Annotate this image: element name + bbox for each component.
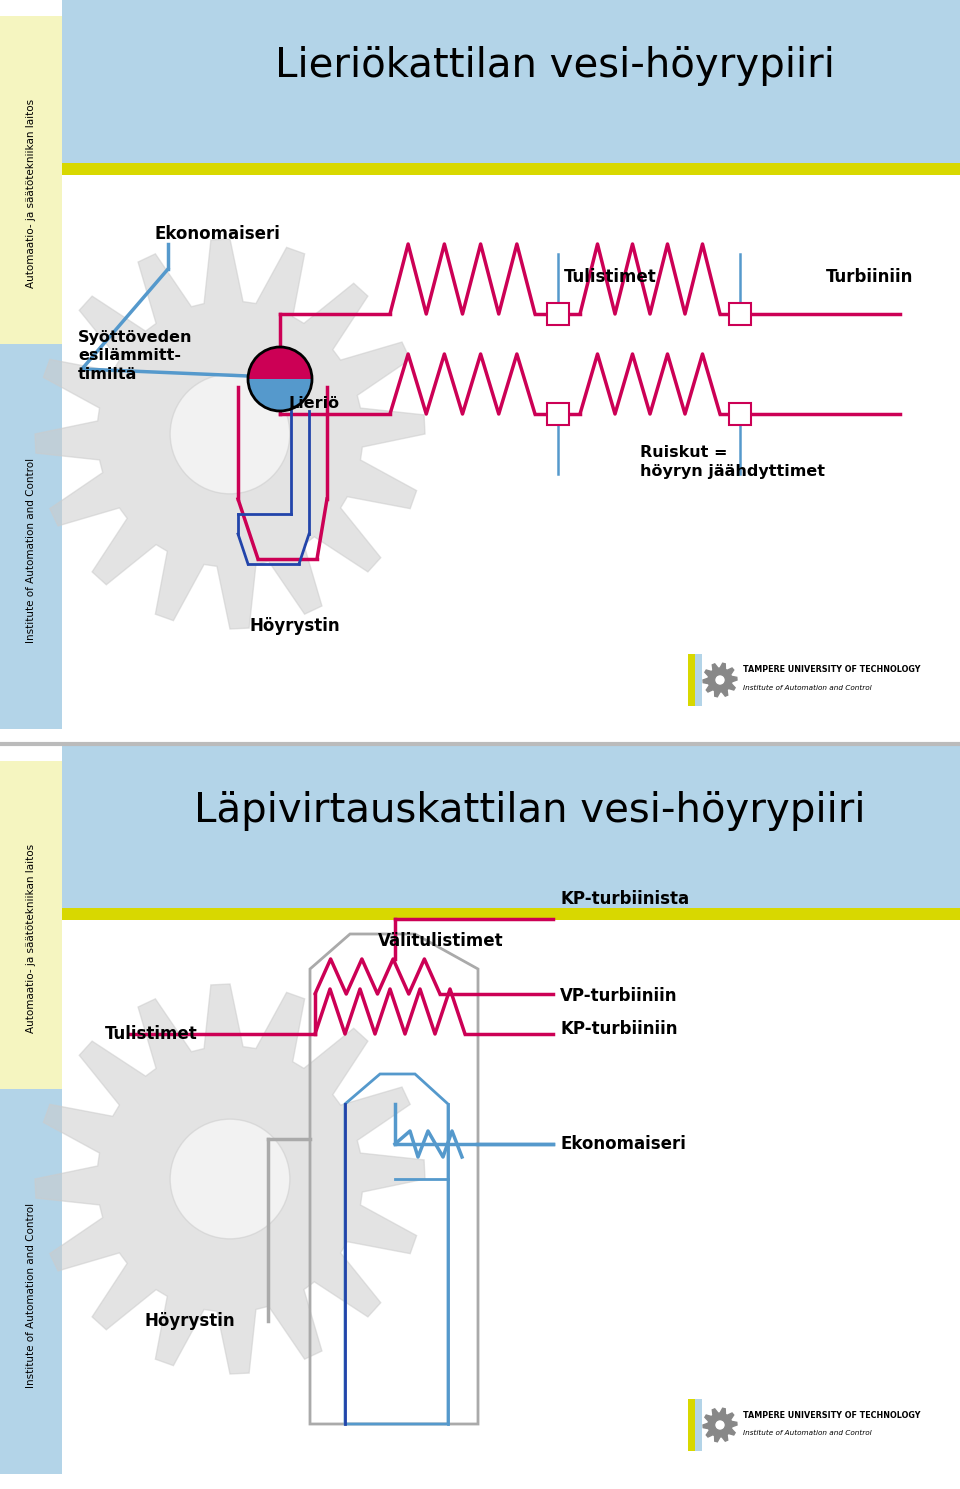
- Text: KP-turbiiniin: KP-turbiiniin: [560, 1020, 678, 1038]
- Circle shape: [170, 1120, 290, 1239]
- Bar: [0, 0, 62, 730]
- Bar: [0, 744, 960, 1489]
- Bar: [62, 0, 960, 730]
- Text: Turbiiniin: Turbiiniin: [827, 268, 914, 286]
- Text: Höyrystin: Höyrystin: [145, 1312, 235, 1330]
- Bar: [62, 755, 960, 910]
- Circle shape: [170, 374, 290, 494]
- Text: Ekonomaiseri: Ekonomaiseri: [155, 225, 281, 243]
- Text: Läpivirtauskattilan vesi-höyrypiiri: Läpivirtauskattilan vesi-höyrypiiri: [194, 791, 866, 831]
- Text: Institute of Automation and Control: Institute of Automation and Control: [26, 459, 36, 643]
- Text: Ekonomaiseri: Ekonomaiseri: [560, 1135, 685, 1152]
- Text: Höyrystin: Höyrystin: [250, 616, 340, 634]
- Text: Automaatio- ja säätötekniikan laitos: Automaatio- ja säätötekniikan laitos: [26, 844, 36, 1033]
- Bar: [547, 404, 569, 424]
- Bar: [0, 744, 62, 1474]
- Polygon shape: [35, 240, 425, 628]
- Text: Lieriökattilan vesi-höyrypiiri: Lieriökattilan vesi-höyrypiiri: [276, 46, 835, 86]
- Text: TAMPERE UNIVERSITY OF TECHNOLOGY: TAMPERE UNIVERSITY OF TECHNOLOGY: [743, 666, 921, 675]
- Bar: [0, 344, 62, 730]
- Text: Ruiskut =
höyryn jäähdyttimet: Ruiskut = höyryn jäähdyttimet: [640, 445, 825, 479]
- Text: Institute of Automation and Control: Institute of Automation and Control: [743, 1429, 872, 1435]
- Bar: [547, 302, 569, 325]
- Text: KP-turbiinista: KP-turbiinista: [560, 890, 689, 908]
- Text: TAMPERE UNIVERSITY OF TECHNOLOGY: TAMPERE UNIVERSITY OF TECHNOLOGY: [743, 1410, 921, 1419]
- Text: Välitulistimet: Välitulistimet: [378, 932, 504, 950]
- Text: VP-turbiiniin: VP-turbiiniin: [560, 987, 678, 1005]
- Wedge shape: [248, 380, 312, 411]
- Bar: [729, 302, 751, 325]
- Polygon shape: [703, 1409, 737, 1441]
- Bar: [0, 16, 62, 357]
- Bar: [62, 10, 960, 165]
- Text: Lieriö: Lieriö: [288, 396, 339, 411]
- Text: Tulistimet: Tulistimet: [564, 268, 657, 286]
- Text: Institute of Automation and Control: Institute of Automation and Control: [26, 1203, 36, 1388]
- Polygon shape: [703, 663, 737, 697]
- Bar: [62, 162, 960, 176]
- Text: Institute of Automation and Control: Institute of Automation and Control: [743, 685, 872, 691]
- Bar: [0, 761, 62, 1103]
- Circle shape: [714, 675, 726, 685]
- Bar: [688, 654, 695, 706]
- Bar: [62, 744, 960, 1474]
- Bar: [62, 170, 960, 730]
- Bar: [695, 1400, 702, 1450]
- Text: Syöttöveden
esilämmitt-
timiltä: Syöttöveden esilämmitt- timiltä: [78, 331, 193, 383]
- Bar: [62, 916, 960, 1474]
- Bar: [695, 654, 702, 706]
- Text: Tulistimet: Tulistimet: [106, 1024, 198, 1042]
- Text: Automaatio- ja säätötekniikan laitos: Automaatio- ja säätötekniikan laitos: [26, 98, 36, 287]
- Polygon shape: [35, 984, 425, 1374]
- Bar: [0, 0, 960, 744]
- Wedge shape: [248, 347, 312, 380]
- Bar: [0, 1088, 62, 1474]
- Bar: [688, 1400, 695, 1450]
- Bar: [62, 908, 960, 920]
- Circle shape: [714, 1419, 726, 1431]
- Bar: [729, 404, 751, 424]
